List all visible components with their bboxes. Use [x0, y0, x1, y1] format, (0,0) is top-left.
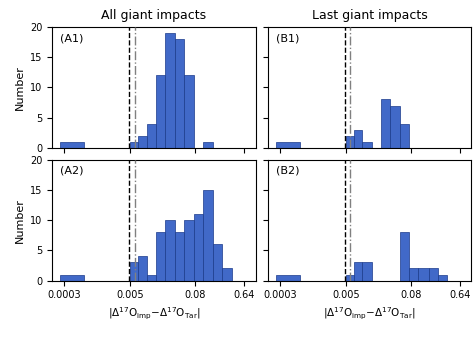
Text: (B1): (B1): [276, 33, 299, 43]
Y-axis label: Number: Number: [15, 198, 25, 243]
Bar: [60, 142, 84, 148]
Bar: [147, 124, 156, 148]
Bar: [213, 244, 222, 281]
Bar: [400, 232, 409, 281]
Text: (A2): (A2): [60, 166, 84, 176]
Bar: [346, 274, 354, 281]
Y-axis label: Number: Number: [15, 65, 25, 110]
Bar: [418, 268, 428, 281]
Bar: [175, 39, 184, 148]
Bar: [184, 75, 194, 148]
Bar: [428, 268, 437, 281]
Title: All giant impacts: All giant impacts: [101, 9, 207, 22]
Bar: [165, 220, 175, 281]
Bar: [381, 99, 390, 148]
Bar: [138, 257, 147, 281]
Bar: [437, 274, 447, 281]
Bar: [222, 268, 232, 281]
Bar: [203, 190, 213, 281]
Bar: [147, 274, 156, 281]
Bar: [362, 262, 372, 281]
Bar: [175, 232, 184, 281]
Bar: [400, 124, 409, 148]
Text: (A1): (A1): [60, 33, 84, 43]
Text: (B2): (B2): [276, 166, 299, 176]
Bar: [390, 105, 400, 148]
Bar: [194, 214, 203, 281]
Bar: [165, 33, 175, 148]
Bar: [184, 220, 194, 281]
Bar: [354, 262, 362, 281]
Bar: [130, 262, 138, 281]
Title: Last giant impacts: Last giant impacts: [312, 9, 427, 22]
Bar: [409, 268, 418, 281]
Bar: [276, 274, 300, 281]
Bar: [362, 142, 372, 148]
Bar: [276, 142, 300, 148]
X-axis label: $|\Delta^{17}$O$_\mathregular{imp}$$-\Delta^{17}$O$_\mathregular{Tar}|$: $|\Delta^{17}$O$_\mathregular{imp}$$-\De…: [323, 306, 416, 322]
Bar: [354, 130, 362, 148]
Bar: [203, 142, 213, 148]
Bar: [156, 75, 165, 148]
Bar: [60, 274, 84, 281]
Bar: [156, 232, 165, 281]
Bar: [138, 136, 147, 148]
Bar: [130, 142, 138, 148]
X-axis label: $|\Delta^{17}$O$_\mathregular{imp}$$-\Delta^{17}$O$_\mathregular{Tar}|$: $|\Delta^{17}$O$_\mathregular{imp}$$-\De…: [108, 306, 200, 322]
Bar: [346, 136, 354, 148]
